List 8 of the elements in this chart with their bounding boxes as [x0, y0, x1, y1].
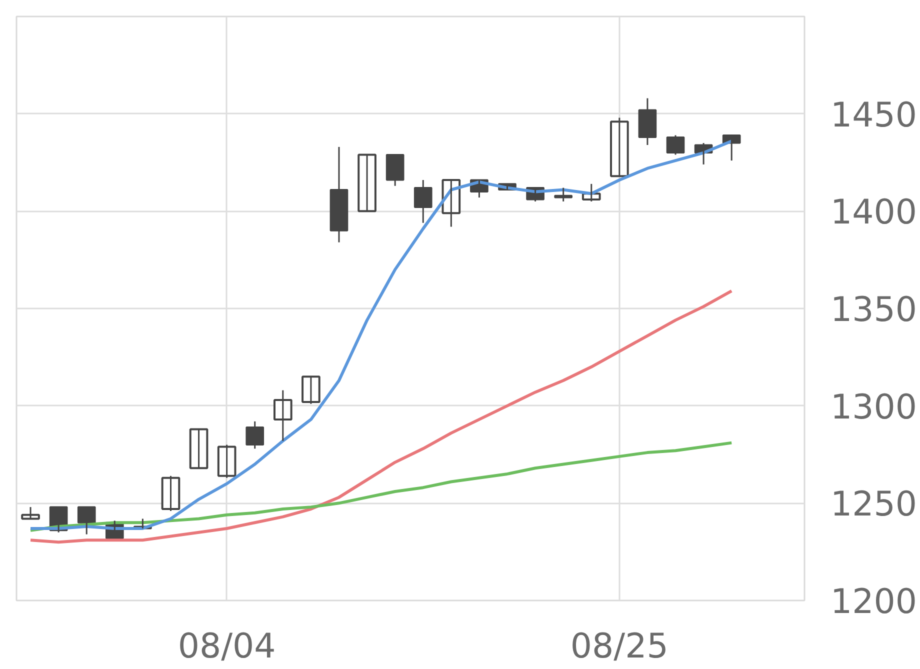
y-tick-label: 1200 — [830, 582, 918, 622]
y-tick-label: 1400 — [830, 192, 918, 233]
y-tick-label: 1350 — [830, 290, 918, 330]
y-tick-label: 1250 — [830, 484, 918, 525]
y-tick-label: 1300 — [830, 387, 918, 428]
y-tick-label: 1450 — [830, 95, 918, 136]
x-tick-label: 08/04 — [178, 626, 276, 666]
x-tick-label: 08/25 — [570, 626, 668, 666]
